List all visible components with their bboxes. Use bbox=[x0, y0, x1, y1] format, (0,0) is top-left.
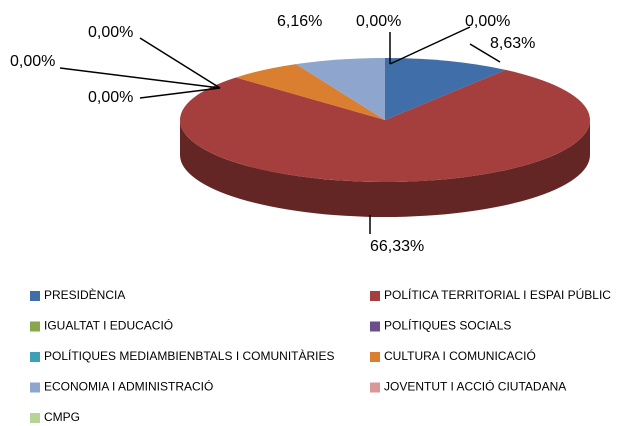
data-label: 8,63% bbox=[490, 35, 535, 52]
pie-side bbox=[180, 120, 590, 217]
leader-line bbox=[469, 43, 501, 63]
legend-swatch bbox=[30, 321, 40, 332]
legend-swatch bbox=[30, 413, 40, 423]
leader-line bbox=[59, 67, 221, 89]
pie-slice bbox=[295, 58, 385, 120]
leader-line bbox=[139, 37, 221, 89]
legend-swatch bbox=[370, 321, 380, 332]
legend-label: POLÍTIQUES SOCIALS bbox=[384, 318, 511, 333]
legend-swatch bbox=[370, 382, 380, 393]
legend-label: JOVENTUT I ACCIÓ CIUTADANA bbox=[384, 379, 566, 394]
data-label: 0,00% bbox=[10, 53, 55, 70]
legend-label: CULTURA I COMUNICACIÓ bbox=[384, 348, 536, 363]
pie-slice bbox=[385, 58, 506, 120]
legend-label: POLÍTIQUES MEDIAMBIENBTALS I COMUNITÀRIE… bbox=[44, 348, 335, 363]
leader-line bbox=[139, 87, 221, 99]
legend-label: POLÍTICA TERRITORIAL I ESPAI PÚBLIC bbox=[384, 287, 611, 302]
legend-label: ECONOMIA I ADMINISTRACIÓ bbox=[44, 379, 213, 394]
legend-swatch bbox=[30, 352, 40, 362]
pie-slice bbox=[235, 64, 385, 120]
data-label: 66,33% bbox=[370, 238, 424, 255]
legend-swatch bbox=[30, 291, 40, 301]
data-label: 0,00% bbox=[88, 24, 133, 41]
leader-line bbox=[389, 26, 471, 65]
legend-label: CMPG bbox=[44, 410, 80, 424]
legend-swatch bbox=[30, 382, 40, 393]
data-label: 0,00% bbox=[88, 89, 133, 106]
data-label: 0,00% bbox=[356, 13, 401, 30]
legend-label: PRESIDÈNCIA bbox=[44, 287, 125, 302]
data-label: 6,16% bbox=[277, 13, 322, 30]
legend-swatch bbox=[370, 352, 380, 362]
legend-label: IGUALTAT I EDUCACIÓ bbox=[44, 318, 173, 333]
data-label: 0,00% bbox=[465, 13, 510, 30]
legend-swatch bbox=[370, 291, 380, 301]
pie-slice bbox=[180, 69, 591, 182]
